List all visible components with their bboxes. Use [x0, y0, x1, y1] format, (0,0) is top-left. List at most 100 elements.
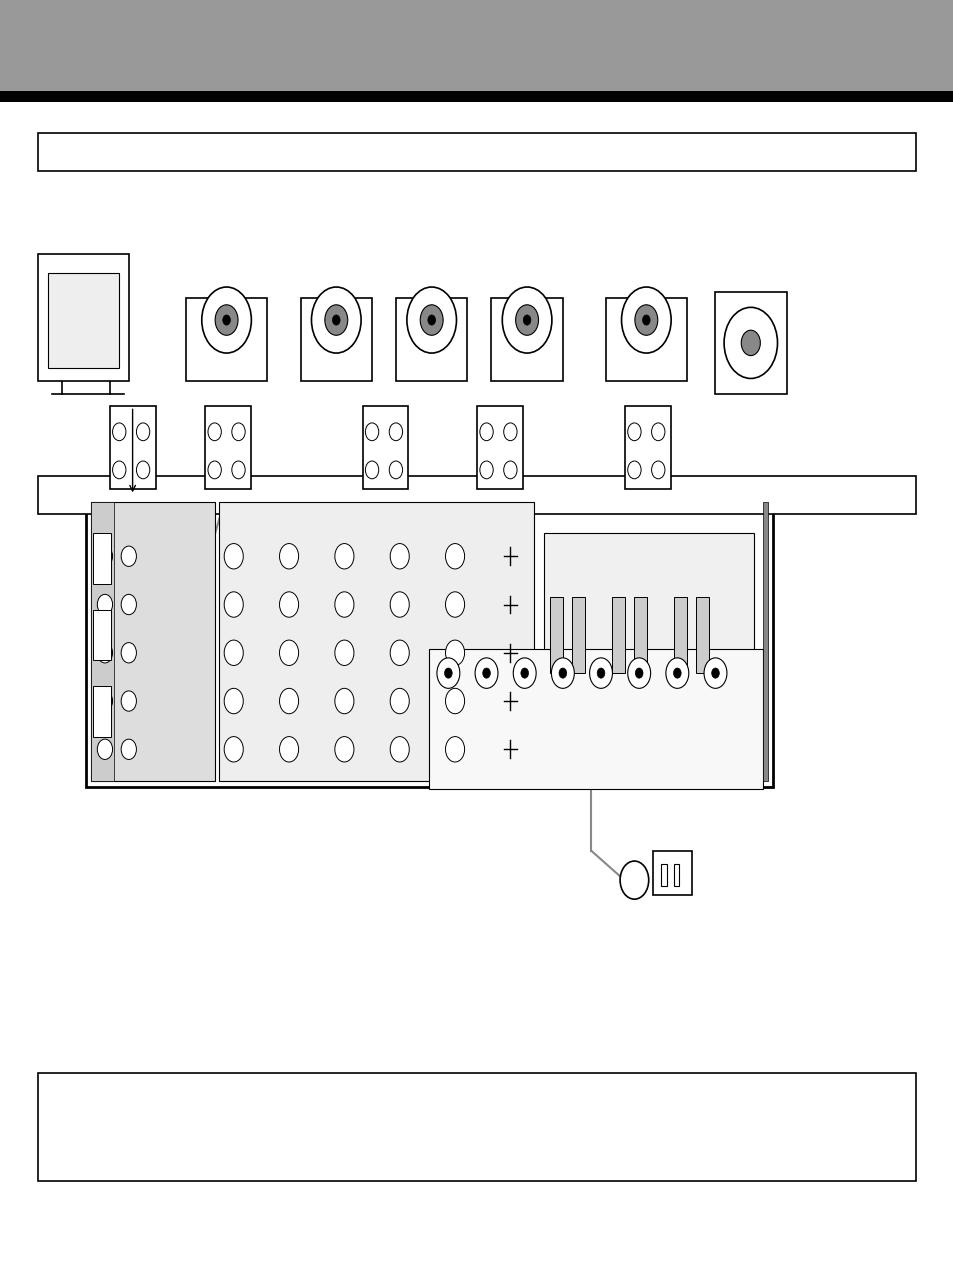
Circle shape	[513, 658, 536, 688]
Bar	[91, 502, 114, 781]
Circle shape	[419, 305, 442, 335]
Bar	[673, 864, 679, 886]
Circle shape	[406, 287, 456, 353]
Circle shape	[97, 691, 112, 711]
Circle shape	[215, 305, 238, 335]
Bar	[362, 406, 408, 489]
Circle shape	[390, 737, 409, 762]
Circle shape	[445, 688, 464, 714]
Circle shape	[224, 688, 243, 714]
Circle shape	[390, 640, 409, 665]
Circle shape	[445, 592, 464, 617]
Circle shape	[740, 330, 760, 356]
Bar	[543, 533, 753, 737]
Circle shape	[222, 315, 231, 325]
Circle shape	[112, 423, 126, 441]
Circle shape	[444, 668, 452, 678]
Circle shape	[475, 658, 497, 688]
Circle shape	[121, 594, 136, 615]
Bar	[91, 502, 214, 781]
Circle shape	[673, 668, 680, 678]
Bar	[48, 273, 119, 368]
Circle shape	[136, 461, 150, 479]
Circle shape	[311, 287, 360, 353]
Bar	[93, 686, 111, 737]
Bar	[543, 743, 753, 781]
Circle shape	[627, 423, 640, 441]
Circle shape	[365, 461, 378, 479]
Bar	[300, 298, 372, 381]
Bar	[572, 597, 584, 673]
Bar	[186, 298, 267, 381]
Circle shape	[479, 423, 493, 441]
Circle shape	[97, 643, 112, 663]
Circle shape	[333, 315, 339, 325]
Bar	[38, 1073, 915, 1181]
Bar	[86, 495, 772, 787]
Circle shape	[208, 423, 221, 441]
Bar	[38, 476, 915, 514]
Circle shape	[112, 461, 126, 479]
Bar	[634, 597, 646, 673]
Circle shape	[651, 461, 664, 479]
Circle shape	[621, 287, 670, 353]
Circle shape	[589, 658, 612, 688]
Bar	[612, 597, 624, 673]
Circle shape	[515, 305, 537, 335]
Circle shape	[121, 643, 136, 663]
Circle shape	[335, 688, 354, 714]
Circle shape	[97, 739, 112, 759]
Circle shape	[503, 461, 517, 479]
Circle shape	[208, 461, 221, 479]
Circle shape	[97, 546, 112, 566]
Circle shape	[445, 737, 464, 762]
Bar	[110, 406, 155, 489]
Circle shape	[390, 592, 409, 617]
Circle shape	[651, 423, 664, 441]
Circle shape	[641, 315, 650, 325]
Circle shape	[121, 691, 136, 711]
Circle shape	[597, 668, 604, 678]
Circle shape	[503, 423, 517, 441]
Circle shape	[711, 668, 719, 678]
Circle shape	[279, 688, 298, 714]
Bar	[38, 133, 915, 171]
Bar	[0, 91, 953, 102]
Bar	[653, 851, 691, 895]
Bar	[205, 406, 251, 489]
Circle shape	[224, 640, 243, 665]
Circle shape	[279, 640, 298, 665]
Circle shape	[501, 287, 551, 353]
Circle shape	[335, 544, 354, 569]
Bar	[696, 597, 708, 673]
Circle shape	[202, 287, 252, 353]
Bar	[624, 406, 670, 489]
Circle shape	[279, 592, 298, 617]
Circle shape	[703, 658, 726, 688]
Circle shape	[390, 688, 409, 714]
Circle shape	[365, 423, 378, 441]
Circle shape	[121, 739, 136, 759]
Bar	[0, 0, 953, 91]
Bar	[674, 597, 686, 673]
Circle shape	[520, 668, 528, 678]
Circle shape	[389, 461, 402, 479]
Circle shape	[232, 423, 245, 441]
Circle shape	[627, 658, 650, 688]
Bar	[715, 292, 786, 394]
Bar	[93, 533, 111, 584]
Circle shape	[224, 592, 243, 617]
Circle shape	[436, 658, 459, 688]
Circle shape	[335, 737, 354, 762]
Circle shape	[279, 544, 298, 569]
Circle shape	[551, 658, 574, 688]
Circle shape	[627, 461, 640, 479]
Circle shape	[558, 668, 566, 678]
Circle shape	[427, 315, 435, 325]
Circle shape	[522, 315, 530, 325]
Circle shape	[279, 737, 298, 762]
Bar	[476, 406, 522, 489]
Circle shape	[619, 861, 648, 899]
Bar	[93, 610, 111, 660]
Circle shape	[224, 544, 243, 569]
